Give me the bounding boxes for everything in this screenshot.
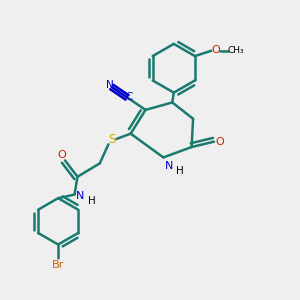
Text: H: H bbox=[88, 196, 96, 206]
Text: H: H bbox=[176, 166, 184, 176]
Text: Br: Br bbox=[52, 260, 64, 270]
Text: C: C bbox=[125, 92, 133, 101]
Text: O: O bbox=[211, 45, 220, 56]
Text: O: O bbox=[57, 150, 66, 160]
Text: N: N bbox=[164, 161, 173, 171]
Text: O: O bbox=[215, 137, 224, 147]
Text: S: S bbox=[109, 133, 116, 146]
Text: N: N bbox=[76, 191, 85, 201]
Text: CH₃: CH₃ bbox=[228, 46, 244, 55]
Text: N: N bbox=[106, 80, 114, 90]
